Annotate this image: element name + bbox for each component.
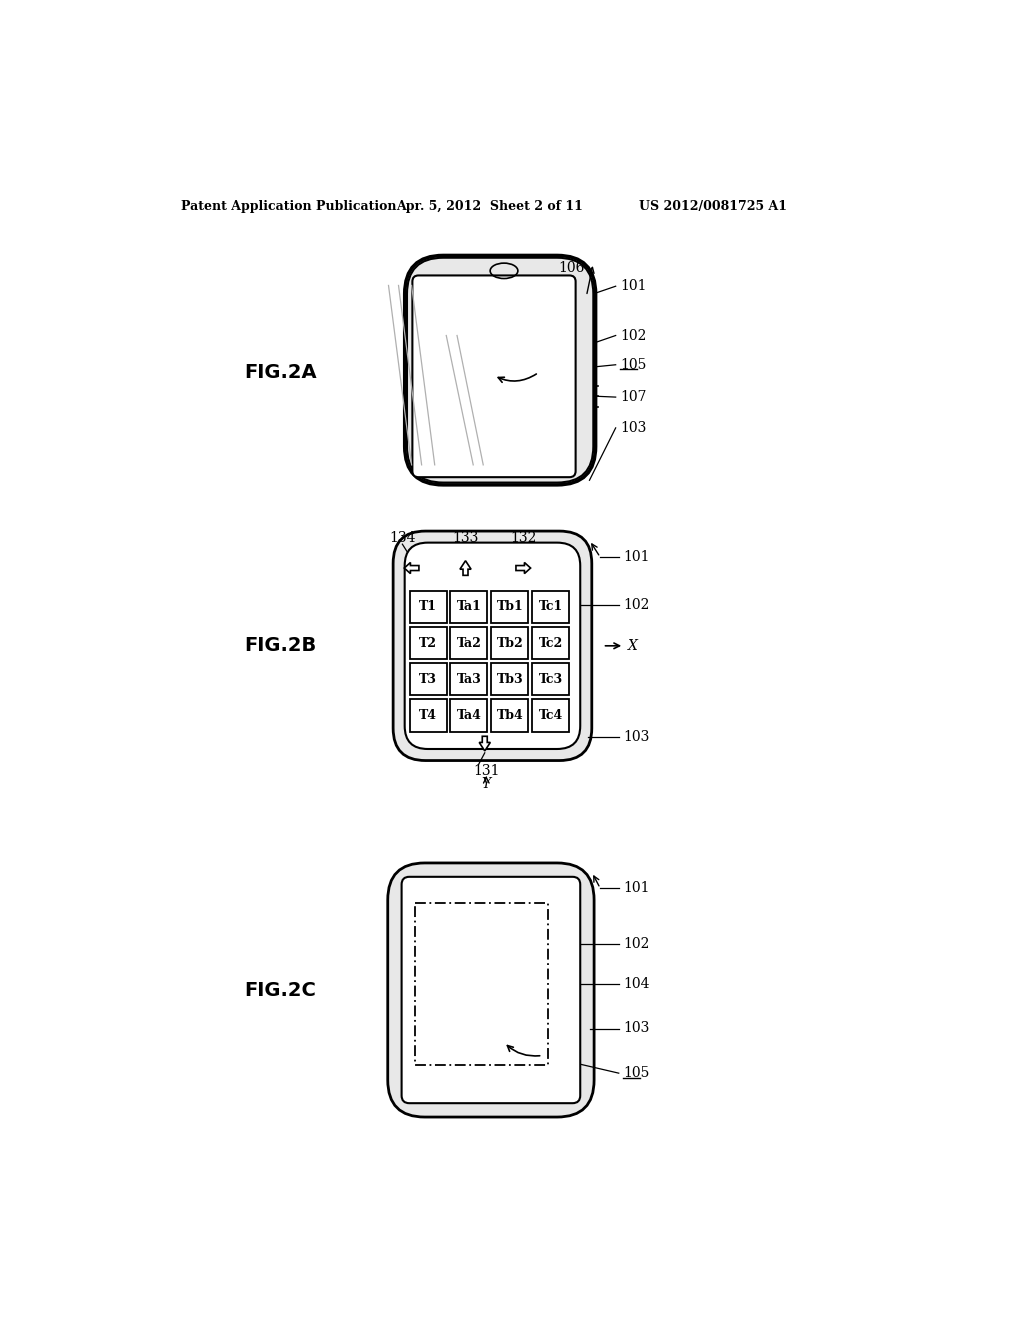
- Text: T1: T1: [419, 601, 437, 614]
- Bar: [492, 591, 528, 623]
- Text: 101: 101: [624, 882, 650, 895]
- FancyBboxPatch shape: [404, 543, 581, 748]
- Text: 103: 103: [624, 730, 650, 744]
- FancyBboxPatch shape: [401, 876, 581, 1104]
- Bar: [451, 663, 487, 696]
- Bar: [532, 627, 569, 659]
- Bar: [416, 903, 548, 1065]
- Text: 103: 103: [621, 421, 646, 434]
- Text: Patent Application Publication: Patent Application Publication: [180, 199, 396, 213]
- Text: 103: 103: [624, 1022, 650, 1035]
- Text: 101: 101: [624, 550, 650, 564]
- Text: FIG.2B: FIG.2B: [245, 636, 316, 655]
- Text: T2: T2: [419, 636, 437, 649]
- Bar: [451, 700, 487, 731]
- Text: Apr. 5, 2012  Sheet 2 of 11: Apr. 5, 2012 Sheet 2 of 11: [396, 199, 583, 213]
- Bar: [451, 591, 487, 623]
- FancyBboxPatch shape: [393, 531, 592, 760]
- Bar: [410, 591, 446, 623]
- Text: 102: 102: [624, 598, 650, 612]
- Text: 131: 131: [473, 763, 500, 777]
- Text: 132: 132: [510, 531, 537, 545]
- Polygon shape: [404, 562, 419, 574]
- FancyBboxPatch shape: [404, 256, 596, 484]
- Text: Tc2: Tc2: [539, 636, 563, 649]
- Text: 102: 102: [624, 937, 650, 950]
- Bar: [532, 591, 569, 623]
- Bar: [410, 627, 446, 659]
- Text: 105: 105: [621, 358, 646, 372]
- Bar: [410, 663, 446, 696]
- Polygon shape: [479, 737, 490, 751]
- Text: US 2012/0081725 A1: US 2012/0081725 A1: [639, 199, 786, 213]
- Text: 104: 104: [624, 977, 650, 991]
- Bar: [451, 627, 487, 659]
- Text: Tb3: Tb3: [497, 673, 523, 686]
- Text: Ta3: Ta3: [457, 673, 481, 686]
- Text: X: X: [628, 639, 638, 653]
- FancyBboxPatch shape: [407, 257, 593, 483]
- Text: Y: Y: [481, 777, 490, 792]
- Text: Ta1: Ta1: [457, 601, 481, 614]
- Text: 133: 133: [453, 531, 478, 545]
- Text: Tb1: Tb1: [497, 601, 523, 614]
- Text: Ta4: Ta4: [457, 709, 481, 722]
- Bar: [492, 627, 528, 659]
- Text: Tb4: Tb4: [497, 709, 523, 722]
- Bar: [492, 663, 528, 696]
- Text: 105: 105: [624, 1067, 650, 1080]
- Bar: [532, 663, 569, 696]
- Text: Tc4: Tc4: [539, 709, 563, 722]
- Text: T3: T3: [419, 673, 437, 686]
- Text: FIG.2A: FIG.2A: [245, 363, 317, 381]
- Polygon shape: [516, 562, 530, 574]
- Text: 102: 102: [621, 329, 646, 342]
- Bar: [492, 700, 528, 731]
- FancyBboxPatch shape: [388, 863, 594, 1117]
- Text: 107: 107: [621, 391, 647, 404]
- Bar: [410, 700, 446, 731]
- Text: Tc1: Tc1: [539, 601, 563, 614]
- Text: 134: 134: [389, 531, 416, 545]
- Text: Tb2: Tb2: [497, 636, 523, 649]
- FancyBboxPatch shape: [413, 276, 575, 478]
- Text: FIG.2C: FIG.2C: [245, 981, 316, 999]
- Bar: [532, 700, 569, 731]
- Text: Tc3: Tc3: [539, 673, 562, 686]
- Text: Ta2: Ta2: [457, 636, 481, 649]
- Text: T4: T4: [419, 709, 437, 722]
- Polygon shape: [460, 561, 471, 576]
- Text: 106: 106: [559, 261, 585, 275]
- Text: 101: 101: [621, 280, 647, 293]
